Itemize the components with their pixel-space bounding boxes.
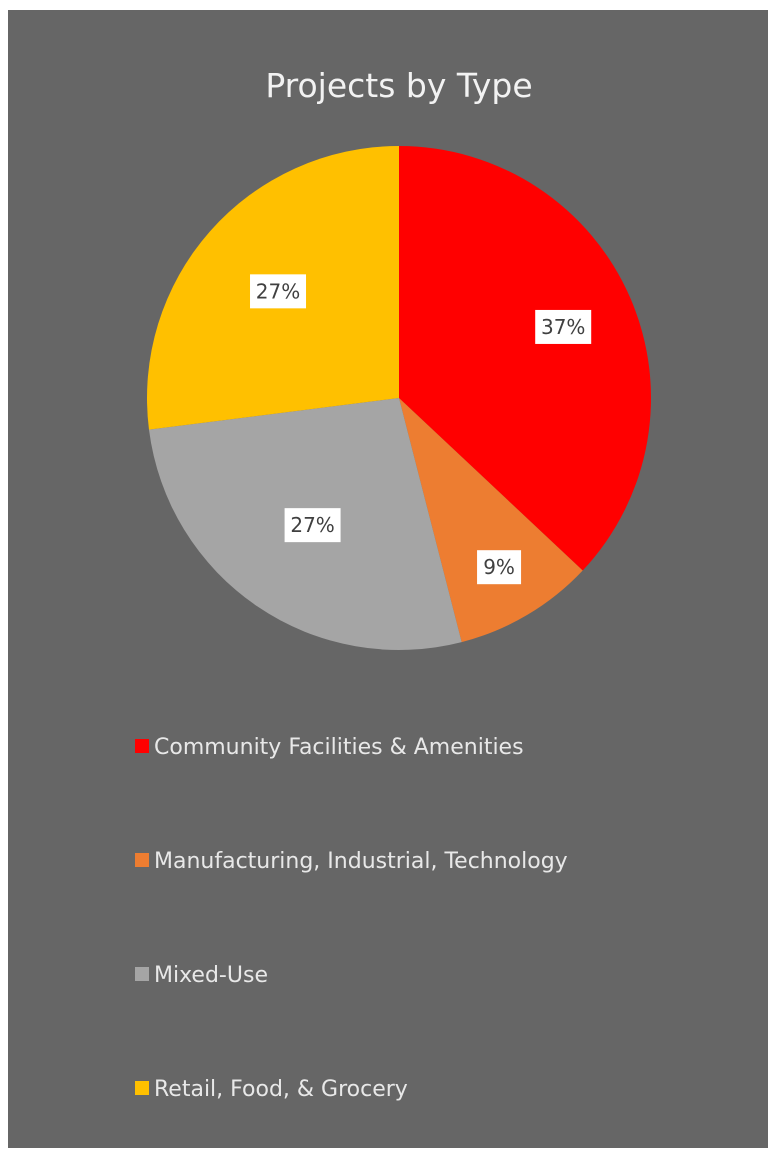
legend: Community Facilities & Amenities Manufact… bbox=[135, 735, 568, 1102]
legend-item-community-facilities-amenities: Community Facilities & Amenities bbox=[135, 735, 524, 760]
data-label-text: 9% bbox=[483, 555, 515, 579]
legend-label: Retail, Food, & Grocery bbox=[154, 1077, 408, 1102]
pie-slices bbox=[146, 146, 652, 651]
legend-item-manufacturing-industrial-technology: Manufacturing, Industrial, Technology bbox=[135, 849, 568, 874]
data-labels: 37% 9% 27% 27% bbox=[250, 274, 592, 585]
data-label-text: 37% bbox=[541, 315, 585, 339]
data-label-box bbox=[250, 274, 307, 309]
data-label-community-facilities-amenities: 37% bbox=[535, 309, 592, 344]
pie-slice-manufacturing-industrial-technology bbox=[399, 398, 583, 643]
data-label-text: 27% bbox=[256, 279, 300, 303]
legend-swatch bbox=[135, 1081, 149, 1095]
data-label-mixed-use: 27% bbox=[284, 508, 341, 543]
data-label-box bbox=[284, 508, 341, 543]
legend-label: Community Facilities & Amenities bbox=[154, 735, 524, 760]
data-label-text: 27% bbox=[290, 513, 334, 537]
legend-swatch bbox=[135, 739, 149, 753]
legend-swatch bbox=[135, 853, 149, 867]
legend-item-mixed-use: Mixed-Use bbox=[135, 963, 268, 988]
data-label-retail-food-grocery: 27% bbox=[250, 274, 307, 309]
pie-slice-community-facilities-amenities bbox=[399, 146, 652, 571]
legend-item-retail-food-grocery: Retail, Food, & Grocery bbox=[135, 1077, 408, 1102]
data-label-box bbox=[535, 309, 592, 344]
chart-title: Projects by Type bbox=[265, 66, 532, 105]
legend-swatch bbox=[135, 967, 149, 981]
legend-label: Manufacturing, Industrial, Technology bbox=[154, 849, 568, 874]
legend-label: Mixed-Use bbox=[154, 963, 268, 988]
data-label-manufacturing-industrial-technology: 9% bbox=[477, 550, 522, 585]
data-label-box bbox=[477, 550, 522, 585]
